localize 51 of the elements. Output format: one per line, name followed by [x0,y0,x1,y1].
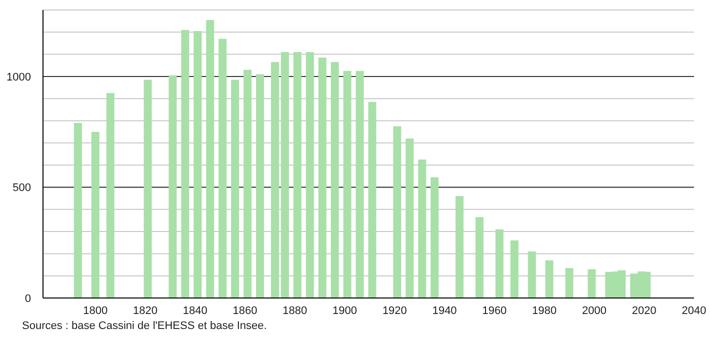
bar [318,58,326,298]
bar [244,70,252,298]
bar [144,80,152,298]
x-tick-label: 1880 [282,304,308,317]
bar [605,272,614,298]
bar [168,75,177,298]
bar [194,31,202,298]
x-tick-label: 1800 [83,304,108,317]
y-tick-label: 0 [24,292,31,305]
x-tick-label: 1820 [133,304,158,317]
bar [418,160,426,298]
x-tick-label: 1860 [232,304,258,317]
x-tick-label: 2000 [582,304,606,317]
bar [270,62,279,298]
bar [456,196,464,298]
bar [588,269,596,298]
x-tick-label: 1840 [182,304,208,317]
x-tick-label: 1900 [332,304,358,317]
bar [406,138,414,298]
bar [91,132,100,298]
bar [393,126,402,298]
x-tick-label: 1920 [382,304,407,317]
bar [356,70,364,298]
bar [565,268,574,298]
bar [206,20,214,298]
x-tick-label: 1960 [482,304,507,317]
bar [430,177,439,298]
y-tick-label: 1000 [6,71,31,84]
bar [343,70,352,298]
bar [545,260,554,298]
bar [476,217,484,298]
x-tick-label: 2020 [632,304,656,317]
x-tick-label: 1940 [432,304,457,317]
bar [74,122,82,298]
x-tick-label: 1980 [532,304,557,317]
bar [368,102,376,298]
bar [181,30,190,298]
bar [293,52,302,298]
bar [330,62,339,298]
bar [218,38,227,298]
y-tick-label: 500 [12,182,31,194]
bar [495,229,504,298]
bar [256,74,264,298]
bar [280,52,289,298]
bar [106,93,114,298]
bar [231,80,240,298]
bar [528,251,536,298]
bar [306,52,314,298]
bar [510,240,518,298]
source-note: Sources : base Cassini de l'EHESS et base Insee. [22,320,267,332]
x-tick-label: 2040 [682,304,706,317]
